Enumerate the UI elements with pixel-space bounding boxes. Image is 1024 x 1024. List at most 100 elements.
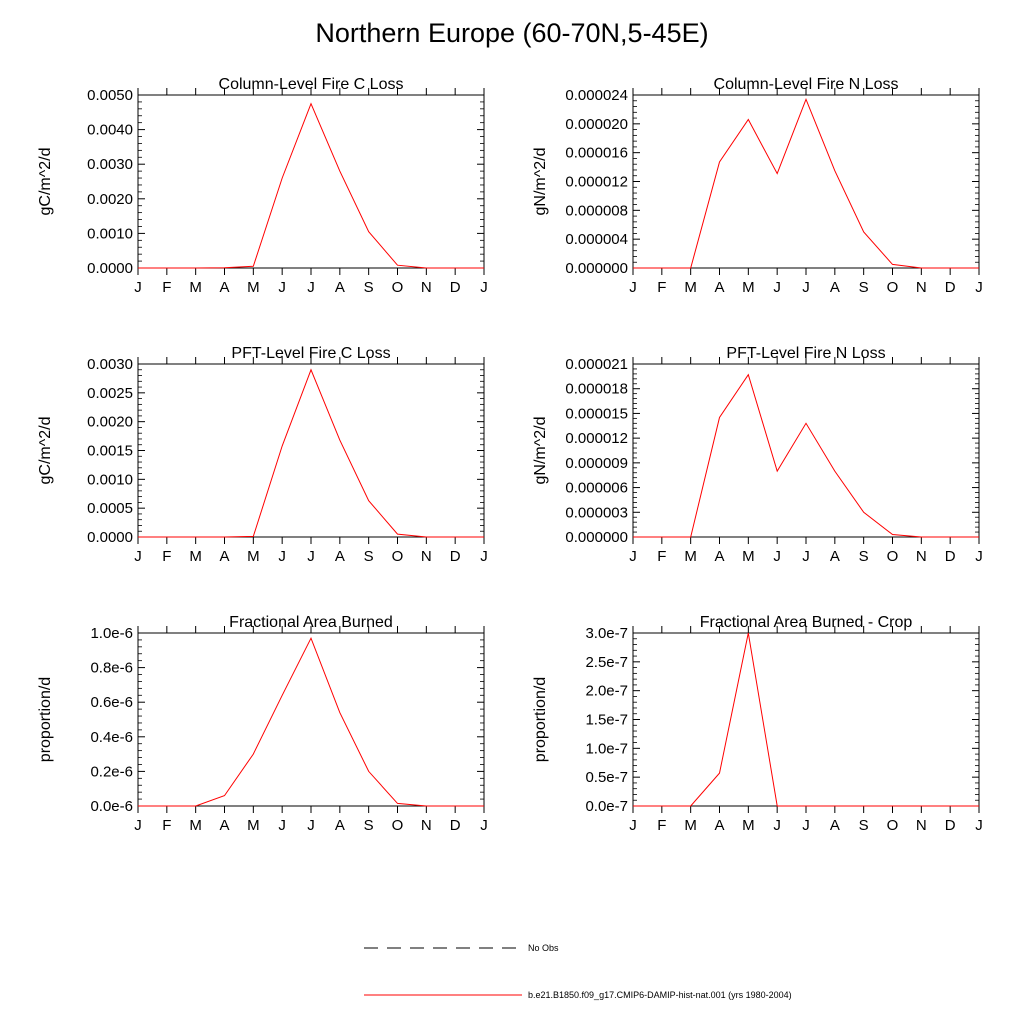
- x-tick-label: O: [887, 279, 899, 296]
- x-tick-label: A: [219, 279, 229, 296]
- x-tick-label: M: [247, 548, 260, 565]
- plot-frame: [632, 363, 980, 538]
- x-tick-label: J: [278, 279, 286, 296]
- x-tick-label: M: [247, 279, 260, 296]
- x-tick-label: A: [335, 817, 345, 834]
- x-tick-label: F: [657, 817, 666, 834]
- y-axis-label: proportion/d: [37, 677, 54, 762]
- y-tick-label: 0.0020: [87, 191, 133, 208]
- x-tick-label: J: [278, 548, 286, 565]
- x-tick-label: J: [134, 817, 142, 834]
- x-tick-label: N: [421, 817, 432, 834]
- y-tick-label: 0.0e-7: [585, 798, 628, 815]
- x-tick-label: A: [335, 548, 345, 565]
- y-tick-label: 0.0040: [87, 122, 133, 139]
- x-tick-label: O: [392, 279, 404, 296]
- x-tick-label: J: [975, 279, 983, 296]
- y-tick-label: 2.0e-7: [585, 683, 628, 700]
- x-tick-label: A: [335, 279, 345, 296]
- x-tick-label: S: [859, 279, 869, 296]
- x-tick-label: S: [859, 548, 869, 565]
- x-tick-label: J: [773, 548, 781, 565]
- y-tick-label: 0.0e-6: [90, 798, 133, 815]
- y-tick-label: 0.000008: [565, 202, 628, 219]
- x-tick-label: J: [134, 548, 142, 565]
- y-tick-label: 0.8e-6: [90, 660, 133, 677]
- chart-title: PFT-Level Fire C Loss: [231, 345, 390, 362]
- x-tick-label: J: [802, 548, 810, 565]
- x-tick-label: J: [134, 279, 142, 296]
- x-tick-label: O: [392, 817, 404, 834]
- y-tick-label: 0.5e-7: [585, 769, 628, 786]
- x-tick-label: F: [162, 817, 171, 834]
- y-tick-label: 0.0025: [87, 385, 133, 402]
- x-tick-label: J: [307, 817, 315, 834]
- y-tick-label: 0.000018: [565, 381, 628, 398]
- plot-frame: [137, 363, 485, 538]
- x-tick-label: D: [450, 279, 461, 296]
- x-tick-label: M: [742, 279, 755, 296]
- x-tick-label: M: [742, 817, 755, 834]
- x-tick-label: J: [802, 279, 810, 296]
- x-tick-label: J: [773, 817, 781, 834]
- chart-panel-6: Fractional Area Burned - Crop proportion/…: [532, 614, 983, 834]
- x-tick-label: M: [684, 279, 697, 296]
- y-tick-label: 0.0050: [87, 87, 133, 104]
- chart-panel-1: Column-Level Fire C Loss gC/m^2/d 0.0000 0.…: [37, 76, 488, 296]
- y-tick-label: 0.0030: [87, 356, 133, 373]
- y-tick-label: 1.0e-7: [585, 740, 628, 757]
- chart-title: Column-Level Fire C Loss: [219, 76, 404, 93]
- y-tick-label: 0.0030: [87, 156, 133, 173]
- x-tick-label: N: [916, 548, 927, 565]
- y-tick-label: 0.000015: [565, 405, 628, 422]
- chart-title: Column-Level Fire N Loss: [714, 76, 899, 93]
- x-tick-label: J: [773, 279, 781, 296]
- x-tick-label: S: [364, 817, 374, 834]
- y-tick-label: 0.2e-6: [90, 763, 133, 780]
- y-tick-label: 0.000020: [565, 116, 628, 133]
- y-tick-label: 0.0000: [87, 529, 133, 546]
- series-line: [138, 368, 484, 538]
- y-tick-label: 0.000012: [565, 430, 628, 447]
- x-tick-label: M: [684, 548, 697, 565]
- x-tick-label: O: [392, 548, 404, 565]
- y-tick-label: 2.5e-7: [585, 654, 628, 671]
- y-tick-label: 0.0015: [87, 443, 133, 460]
- y-axis-label: gN/m^2/d: [532, 148, 549, 216]
- page-title: Northern Europe (60-70N,5-45E): [315, 18, 709, 48]
- x-tick-label: A: [219, 817, 229, 834]
- x-tick-label: J: [480, 279, 488, 296]
- x-tick-label: S: [364, 279, 374, 296]
- y-tick-label: 0.000004: [565, 231, 628, 248]
- x-tick-label: A: [714, 279, 724, 296]
- y-axis-label: gC/m^2/d: [37, 148, 54, 216]
- x-tick-label: M: [189, 279, 202, 296]
- x-tick-label: O: [887, 548, 899, 565]
- y-tick-label: 0.000024: [565, 87, 628, 104]
- x-tick-label: J: [629, 279, 637, 296]
- y-tick-label: 0.000006: [565, 480, 628, 497]
- x-tick-label: M: [742, 548, 755, 565]
- x-tick-label: A: [714, 548, 724, 565]
- x-tick-label: D: [450, 548, 461, 565]
- y-axis-label: gC/m^2/d: [37, 417, 54, 485]
- y-tick-label: 0.0010: [87, 471, 133, 488]
- y-tick-label: 0.000003: [565, 504, 628, 521]
- x-tick-label: D: [945, 548, 956, 565]
- x-tick-label: N: [421, 279, 432, 296]
- y-tick-label: 0.000000: [565, 260, 628, 277]
- x-tick-label: M: [189, 817, 202, 834]
- plot-frame: [137, 632, 485, 807]
- chart-panel-5: Fractional Area Burned proportion/d 0.0e-6…: [37, 614, 488, 834]
- x-tick-label: N: [916, 279, 927, 296]
- y-tick-label: 1.0e-6: [90, 625, 133, 642]
- x-tick-label: J: [480, 817, 488, 834]
- x-tick-label: D: [450, 817, 461, 834]
- y-tick-label: 0.000016: [565, 145, 628, 162]
- series-line: [138, 636, 484, 807]
- x-tick-label: M: [247, 817, 260, 834]
- x-tick-label: J: [975, 817, 983, 834]
- y-tick-label: 1.5e-7: [585, 712, 628, 729]
- x-tick-label: D: [945, 817, 956, 834]
- x-tick-label: A: [830, 548, 840, 565]
